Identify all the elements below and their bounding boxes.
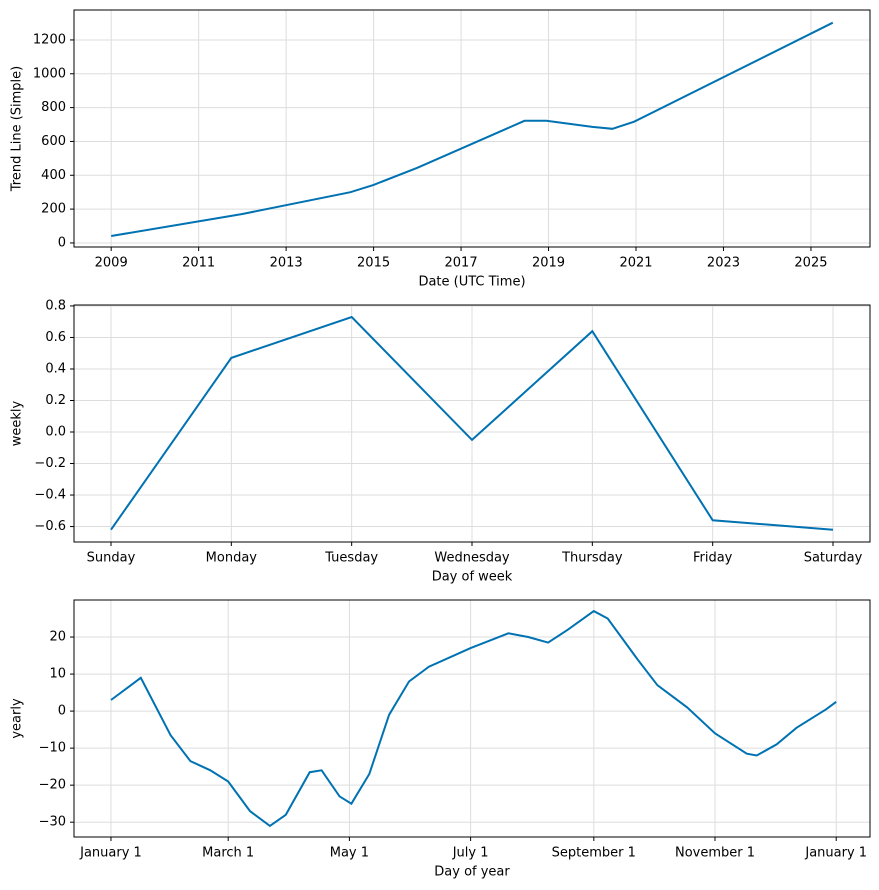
y-tick-label: 0 bbox=[58, 235, 66, 250]
y-axis-label: Trend Line (Simple) bbox=[10, 66, 25, 192]
y-tick-label: 200 bbox=[41, 202, 66, 217]
x-tick-label: 2019 bbox=[532, 256, 565, 271]
y-tick-label: 0.4 bbox=[45, 361, 66, 376]
x-tick-label: November 1 bbox=[675, 846, 755, 861]
x-tick-label: 2021 bbox=[619, 256, 652, 271]
x-tick-label: Wednesday bbox=[434, 551, 510, 566]
y-tick-label: 800 bbox=[41, 100, 66, 115]
x-axis-label: Date (UTC Time) bbox=[418, 275, 525, 290]
y-tick-label: −10 bbox=[39, 741, 66, 756]
y-tick-label: 0.6 bbox=[45, 330, 66, 345]
y-tick-label: 0 bbox=[58, 704, 66, 719]
x-tick-label: 2011 bbox=[182, 256, 215, 271]
x-tick-label: May 1 bbox=[330, 846, 369, 861]
x-tick-label: 2009 bbox=[95, 256, 128, 271]
y-tick-label: 600 bbox=[41, 134, 66, 149]
x-tick-label: 2017 bbox=[445, 256, 478, 271]
y-tick-label: 0.8 bbox=[45, 298, 66, 313]
y-tick-label: 20 bbox=[49, 630, 66, 645]
x-tick-label: January 1 bbox=[79, 846, 142, 861]
y-axis-label: yearly bbox=[10, 698, 25, 739]
line bbox=[111, 21, 834, 237]
y-tick-label: −0.2 bbox=[34, 456, 66, 471]
axes-frame bbox=[73, 304, 871, 543]
x-tick-label: Monday bbox=[206, 551, 258, 566]
x-tick-label: 2015 bbox=[357, 256, 390, 271]
axes-frame bbox=[73, 599, 871, 838]
x-tick-label: Tuesday bbox=[324, 551, 378, 566]
y-tick-label: 400 bbox=[41, 168, 66, 183]
y-tick-label: 10 bbox=[49, 667, 66, 682]
x-axis-label: Day of week bbox=[432, 570, 513, 585]
x-tick-label: March 1 bbox=[202, 846, 254, 861]
y-tick-label: 1000 bbox=[33, 66, 66, 81]
y-tick-label: 0.2 bbox=[45, 393, 66, 408]
line bbox=[110, 315, 834, 531]
x-tick-label: September 1 bbox=[552, 846, 636, 861]
x-tick-label: Sunday bbox=[87, 551, 136, 566]
x-tick-label: Thursday bbox=[561, 551, 623, 566]
x-tick-label: 2023 bbox=[707, 256, 740, 271]
x-tick-label: Friday bbox=[693, 551, 733, 566]
axes-frame bbox=[73, 9, 871, 248]
y-tick-label: 1200 bbox=[33, 32, 66, 47]
x-tick-label: July 1 bbox=[452, 846, 489, 861]
y-tick-label: −0.6 bbox=[34, 519, 66, 534]
y-tick-label: −0.4 bbox=[34, 488, 66, 503]
y-tick-label: 0.0 bbox=[45, 425, 66, 440]
y-tick-label: −20 bbox=[39, 778, 66, 793]
x-tick-label: January 1 bbox=[804, 846, 867, 861]
x-tick-label: 2013 bbox=[270, 256, 303, 271]
line bbox=[110, 609, 837, 828]
x-tick-label: Saturday bbox=[804, 551, 863, 566]
x-axis-label: Day of year bbox=[434, 865, 510, 880]
y-tick-label: −30 bbox=[39, 815, 66, 830]
y-axis-label: weekly bbox=[10, 400, 25, 446]
x-tick-label: 2025 bbox=[794, 256, 827, 271]
